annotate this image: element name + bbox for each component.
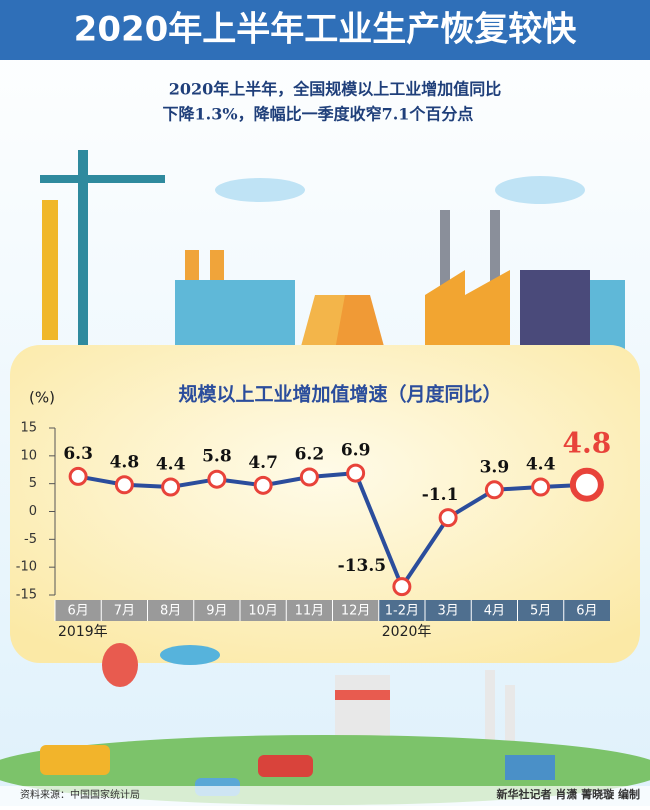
credit: 新华社记者 肖潇 菁晓璇 编制 bbox=[497, 787, 641, 801]
y-axis-label: (%) bbox=[29, 389, 55, 407]
y-tick-label: 15 bbox=[20, 421, 37, 436]
data-label: 4.4 bbox=[526, 455, 556, 475]
y-tick-label: -15 bbox=[16, 588, 37, 603]
x-band bbox=[101, 600, 148, 621]
marker bbox=[569, 467, 604, 502]
data-label: 4.7 bbox=[248, 453, 278, 473]
marker bbox=[484, 480, 504, 500]
x-tick-label: 6月 bbox=[576, 604, 597, 619]
x-band bbox=[378, 600, 425, 621]
x-band bbox=[55, 600, 102, 621]
x-tick-label: 4月 bbox=[484, 604, 505, 619]
x-band bbox=[286, 600, 333, 621]
subtitle: 下降1.3%，降幅比一季度收窄7.1个百分点 bbox=[163, 105, 474, 124]
data-label: 3.9 bbox=[480, 457, 510, 477]
marker bbox=[253, 475, 273, 495]
x-tick-label: 5月 bbox=[530, 604, 551, 619]
ground-scene bbox=[0, 643, 650, 806]
subtitle: 2020年上半年，全国规模以上工业增加值同比 bbox=[169, 80, 502, 99]
data-label: -1.1 bbox=[422, 485, 459, 505]
x-band bbox=[471, 600, 518, 621]
data-label: 5.8 bbox=[202, 447, 232, 467]
year-label: 2020年 bbox=[382, 624, 432, 640]
marker bbox=[68, 466, 88, 486]
x-tick-label: 3月 bbox=[437, 604, 458, 619]
marker bbox=[114, 475, 134, 495]
x-tick-label: 9月 bbox=[206, 604, 227, 619]
x-band bbox=[332, 600, 379, 621]
x-band bbox=[147, 600, 194, 621]
source: 资料来源：中国国家统计局 bbox=[20, 788, 140, 801]
x-tick-label: 11月 bbox=[295, 604, 325, 619]
marker bbox=[161, 477, 181, 497]
data-label: 6.2 bbox=[295, 444, 325, 464]
data-label: 4.8 bbox=[110, 452, 140, 472]
marker bbox=[438, 508, 458, 528]
marker bbox=[392, 577, 412, 597]
x-band bbox=[240, 600, 287, 621]
x-tick-label: 1-2月 bbox=[385, 604, 419, 619]
x-band bbox=[193, 600, 240, 621]
x-tick-label: 8月 bbox=[160, 604, 181, 619]
x-tick-label: 12月 bbox=[341, 604, 371, 619]
y-tick-label: -5 bbox=[24, 532, 37, 547]
y-tick-label: -10 bbox=[16, 560, 37, 575]
marker bbox=[531, 477, 551, 497]
data-label: 6.3 bbox=[63, 444, 93, 464]
header-band bbox=[0, 0, 650, 60]
year-label: 2019年 bbox=[58, 624, 108, 640]
x-tick-label: 7月 bbox=[114, 604, 135, 619]
industry-scene bbox=[40, 150, 625, 350]
chart-panel bbox=[10, 345, 640, 663]
x-band bbox=[563, 600, 610, 621]
data-label: 4.4 bbox=[156, 455, 186, 475]
marker bbox=[207, 469, 227, 489]
x-band bbox=[425, 600, 472, 621]
y-tick-label: 10 bbox=[20, 448, 37, 463]
header-title: 2020年上半年工业生产恢复较快 bbox=[74, 10, 578, 50]
y-tick-label: 0 bbox=[29, 504, 37, 519]
marker bbox=[346, 463, 366, 483]
data-label: 4.8 bbox=[563, 426, 612, 459]
data-label: 6.9 bbox=[341, 441, 371, 461]
x-tick-label: 6月 bbox=[67, 604, 88, 619]
x-band bbox=[517, 600, 564, 621]
y-tick-label: 5 bbox=[29, 476, 37, 491]
x-tick-label: 10月 bbox=[248, 604, 278, 619]
marker bbox=[299, 467, 319, 487]
chart-title: 规模以上工业增加值增速（月度同比） bbox=[178, 383, 501, 406]
data-label: -13.5 bbox=[338, 556, 386, 576]
